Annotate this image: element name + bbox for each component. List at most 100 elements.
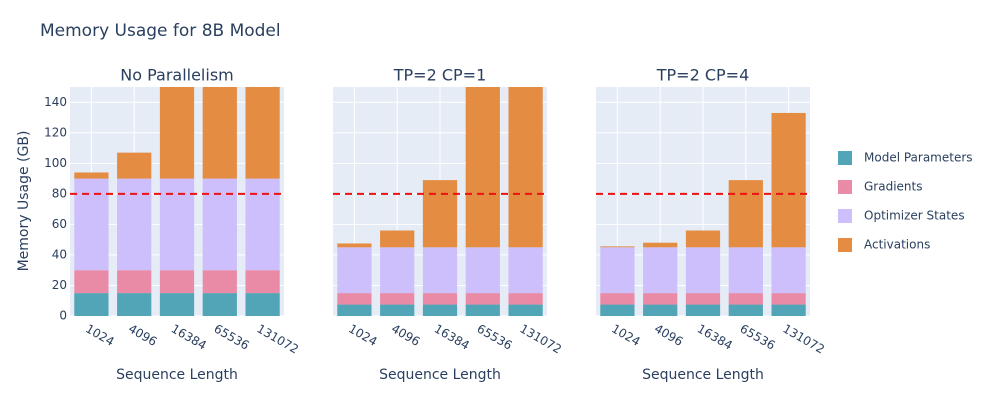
- bar-segment: [685, 293, 721, 305]
- bar-segment: [643, 242, 678, 248]
- bar-segment: [771, 112, 806, 248]
- x-tick-label: 4096: [652, 322, 685, 349]
- x-tick-label: 65536: [738, 322, 778, 353]
- bar-segment: [465, 293, 500, 305]
- bar-segment: [422, 304, 458, 316]
- bar-segment: [159, 293, 195, 316]
- bar-segment: [728, 180, 763, 248]
- bar-segment: [202, 178, 237, 271]
- x-tick-label: 1024: [609, 322, 642, 349]
- bar-segment: [74, 293, 109, 316]
- bar-segment: [643, 304, 678, 316]
- bar-segment: [380, 293, 415, 305]
- bar-segment: [159, 87, 195, 179]
- x-tick-label: 4096: [389, 322, 422, 349]
- y-tick-label: 0: [59, 309, 67, 323]
- x-tick-label: 131072: [780, 322, 827, 357]
- y-tick-label: 40: [52, 247, 67, 261]
- bar-segment: [337, 243, 372, 248]
- bar-segment: [728, 247, 763, 294]
- panel-title: No Parallelism: [120, 66, 234, 85]
- bar-segment: [771, 293, 806, 305]
- x-tick-label: 65536: [212, 322, 252, 353]
- bar-segment: [465, 87, 500, 248]
- legend-swatch: [838, 180, 852, 194]
- legend-swatch: [838, 209, 852, 223]
- legend-swatch: [838, 238, 852, 252]
- bar-segment: [380, 304, 415, 316]
- bar-segment: [728, 304, 763, 316]
- bar-segment: [600, 293, 635, 305]
- bar-segment: [245, 270, 280, 294]
- bar-segment: [117, 178, 152, 271]
- bar-segment: [685, 230, 721, 248]
- bar-segment: [245, 178, 280, 271]
- y-tick-label: 100: [44, 156, 67, 170]
- bar-segment: [771, 304, 806, 316]
- bar-segment: [465, 247, 500, 294]
- bar-segment: [337, 293, 372, 305]
- x-tick-label: 16384: [432, 322, 472, 353]
- bar-segment: [74, 178, 109, 271]
- bar-segment: [159, 270, 195, 294]
- legend-label: Model Parameters: [864, 151, 973, 165]
- bar-segment: [159, 178, 195, 271]
- bar-segment: [508, 87, 543, 248]
- x-tick-label: 4096: [126, 322, 159, 349]
- x-tick-label: 1024: [83, 322, 116, 349]
- bar-segment: [422, 293, 458, 305]
- x-tick-label: 1024: [346, 322, 379, 349]
- y-tick-label: 120: [44, 125, 67, 139]
- panel-title: TP=2 CP=4: [656, 66, 750, 85]
- bar-segment: [771, 247, 806, 294]
- bar-segment: [245, 293, 280, 316]
- x-tick-label: 65536: [475, 322, 515, 353]
- x-axis-label: Sequence Length: [379, 367, 501, 383]
- bar-segment: [643, 247, 678, 294]
- bar-segment: [508, 293, 543, 305]
- x-axis-label: Sequence Length: [642, 367, 764, 383]
- bar-segment: [117, 293, 152, 316]
- bar-segment: [465, 304, 500, 316]
- legend-swatch: [838, 151, 852, 165]
- bar-segment: [202, 270, 237, 294]
- bar-segment: [202, 293, 237, 316]
- bar-segment: [74, 172, 109, 179]
- bar-segment: [685, 304, 721, 316]
- figure-title: Memory Usage for 8B Model: [40, 21, 281, 41]
- bar-segment: [508, 247, 543, 294]
- bar-segment: [643, 293, 678, 305]
- bar-segment: [202, 87, 237, 179]
- y-tick-label: 20: [52, 278, 67, 292]
- bar-segment: [508, 304, 543, 316]
- bar-segment: [337, 247, 372, 294]
- bars: [600, 87, 806, 316]
- bar-segment: [337, 304, 372, 316]
- bar-segment: [728, 293, 763, 305]
- y-tick-label: 140: [44, 95, 67, 109]
- bar-segment: [245, 87, 280, 179]
- x-axis-label: Sequence Length: [116, 367, 238, 383]
- bar-segment: [380, 230, 415, 248]
- legend-label: Activations: [864, 238, 930, 252]
- x-tick-label: 16384: [695, 322, 735, 353]
- y-tick-label: 60: [52, 217, 67, 231]
- x-tick-label: 131072: [517, 322, 564, 357]
- bar-segment: [117, 152, 152, 179]
- bar-segment: [422, 180, 458, 248]
- bar-segment: [422, 247, 458, 294]
- bar-segment: [380, 247, 415, 294]
- bars: [337, 87, 543, 316]
- y-tick-label: 80: [52, 186, 67, 200]
- bar-segment: [600, 304, 635, 316]
- legend-label: Optimizer States: [864, 209, 965, 223]
- bar-segment: [600, 246, 635, 248]
- legend-label: Gradients: [864, 180, 922, 194]
- bar-segment: [600, 247, 635, 294]
- y-axis-label: Memory Usage (GB): [16, 131, 32, 272]
- bar-segment: [685, 247, 721, 294]
- panel-title: TP=2 CP=1: [393, 66, 487, 85]
- bar-segment: [117, 270, 152, 294]
- x-tick-label: 131072: [254, 322, 301, 357]
